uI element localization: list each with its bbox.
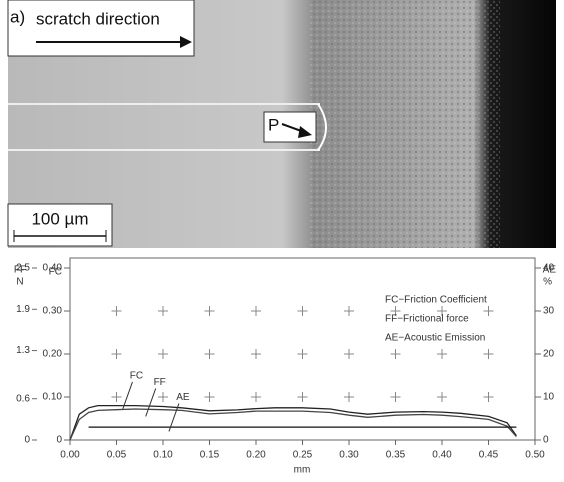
ff-tick-label: 1.9 [16, 304, 30, 315]
ff-axis-unit: N [16, 277, 23, 288]
grid-cross [158, 392, 168, 402]
grid-cross [344, 306, 354, 316]
x-tick-label: 0.30 [339, 450, 359, 461]
panel-label: a) [10, 7, 25, 26]
x-tick-label: 0.20 [246, 450, 266, 461]
y2-tick-label: 20 [543, 349, 555, 360]
x-axis-label: mm [294, 465, 311, 476]
x-tick-label: 0.50 [525, 450, 545, 461]
grid-cross [158, 349, 168, 359]
grid-cross [437, 392, 447, 402]
y-tick-label: 0.10 [43, 392, 63, 403]
legend-entry: AE−Acoustic Emission [385, 333, 485, 344]
x-tick-label: 0.05 [107, 450, 127, 461]
grid-cross [251, 306, 261, 316]
x-tick-label: 0.40 [432, 450, 452, 461]
grid-cross [484, 392, 494, 402]
y-tick-label: 0.40 [43, 263, 63, 274]
y-tick-label: 0 [56, 435, 62, 446]
grid-cross [158, 306, 168, 316]
y-tick-label: 0.30 [43, 306, 63, 317]
grid-cross [298, 349, 308, 359]
grid-cross [205, 349, 215, 359]
y2-tick-label: 0 [543, 435, 549, 446]
micrograph: a) scratch direction P 100 µm [8, 0, 556, 248]
y-tick-label: 0.20 [43, 349, 63, 360]
y2-tick-label: 30 [543, 306, 555, 317]
grid-cross [344, 392, 354, 402]
grid-cross [298, 306, 308, 316]
point-label: P [268, 115, 279, 134]
legend-entry: FF−Frictional force [385, 314, 469, 325]
x-tick-label: 0.45 [479, 450, 499, 461]
direction-label: scratch direction [36, 9, 160, 28]
grid-cross [298, 392, 308, 402]
y2-tick-label: 10 [543, 392, 555, 403]
x-tick-label: 0.10 [153, 450, 173, 461]
grid-cross [205, 392, 215, 402]
grid-cross [112, 306, 122, 316]
grid-cross [205, 306, 215, 316]
legend-entry: FC−Friction Coefficient [385, 295, 487, 306]
ff-tick-label: 0.6 [16, 393, 30, 404]
series-label: FF [154, 377, 166, 388]
x-tick-label: 0.35 [386, 450, 406, 461]
grid-cross [391, 392, 401, 402]
grid-cross [251, 392, 261, 402]
series-label: FC [130, 371, 143, 382]
grid-cross [391, 349, 401, 359]
grid-cross [437, 349, 447, 359]
leader-line [146, 388, 156, 416]
ff-tick-label: 2.5 [16, 263, 30, 274]
y2-axis-unit: % [543, 277, 552, 288]
x-tick-label: 0.25 [293, 450, 313, 461]
series-label: AE [176, 392, 190, 403]
x-tick-label: 0.15 [200, 450, 220, 461]
ff-tick-label: 1.3 [16, 345, 30, 356]
grid-cross [484, 349, 494, 359]
grid-cross [344, 349, 354, 359]
series-line [70, 409, 516, 440]
grid-cross [484, 306, 494, 316]
grid-cross [112, 349, 122, 359]
figure: a) scratch direction P 100 µm FC FF N AE… [0, 0, 564, 477]
grid-cross [112, 392, 122, 402]
y2-tick-label: 40 [543, 263, 555, 274]
ff-tick-label: 0 [24, 435, 30, 446]
x-tick-label: 0.00 [60, 450, 80, 461]
grid-cross [251, 349, 261, 359]
scale-bar-label: 100 µm [31, 209, 88, 228]
